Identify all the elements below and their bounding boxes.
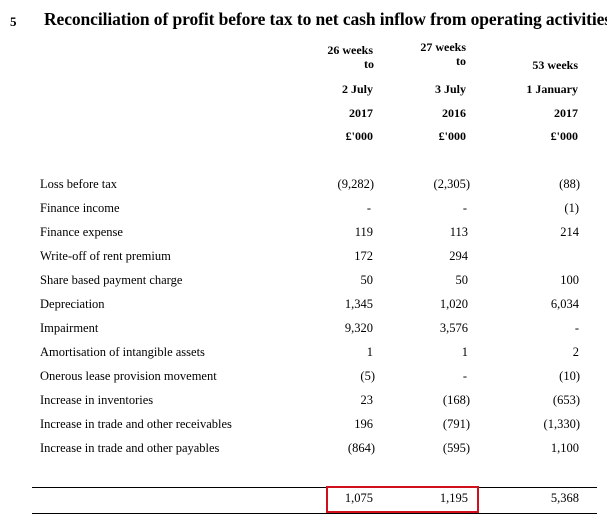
row-value: (9,282) (337, 177, 374, 191)
column-header-period: 53 weeks (532, 58, 578, 72)
total-value: 5,368 (550, 491, 579, 505)
row-value: 1 (366, 345, 373, 359)
highlight-box (326, 486, 479, 513)
row-value: (1) (564, 201, 579, 215)
column-header-period: 27 weeks (420, 40, 466, 54)
column-header-year: 2017 (349, 106, 373, 120)
row-label: Increase in inventories (40, 393, 154, 407)
row-label: Increase in trade and other payables (40, 441, 220, 455)
row-value: (595) (442, 441, 470, 455)
note-title: Reconciliation of profit before tax to n… (44, 9, 607, 29)
row-value: 172 (354, 249, 373, 263)
total-top-rule (32, 487, 597, 488)
row-value: (88) (559, 177, 580, 191)
row-label: Loss before tax (40, 177, 118, 191)
row-value: 1,100 (550, 441, 579, 455)
row-value: (10) (559, 369, 580, 383)
row-value: 50 (455, 273, 469, 287)
row-value: 23 (360, 393, 374, 407)
column-header-period: 26 weeks (327, 43, 373, 57)
row-value: 50 (360, 273, 374, 287)
column-header-period: to (364, 57, 374, 71)
row-value: 214 (560, 225, 579, 239)
row-label: Amortisation of intangible assets (40, 345, 205, 359)
column-header-period: to (456, 54, 466, 68)
column-header-date: 1 January (526, 82, 578, 96)
row-value: (1,330) (543, 417, 580, 431)
row-label: Finance expense (40, 225, 123, 239)
row-value: (791) (442, 417, 470, 431)
row-label: Write-off of rent premium (40, 249, 171, 263)
row-value: 119 (354, 225, 373, 239)
row-label: Onerous lease provision movement (40, 369, 217, 383)
row-label: Increase in trade and other receivables (40, 417, 232, 431)
row-value: - (462, 369, 467, 383)
row-value: 294 (449, 249, 468, 263)
row-value: 9,320 (344, 321, 373, 335)
row-value: - (462, 201, 467, 215)
total-value: 1,075 (344, 491, 373, 505)
row-label: Finance income (40, 201, 120, 215)
row-value: 1 (461, 345, 468, 359)
row-value: 2 (572, 345, 579, 359)
row-value: (5) (360, 369, 375, 383)
row-value: 196 (354, 417, 373, 431)
row-label: Impairment (40, 321, 99, 335)
column-header-unit: £'000 (438, 129, 466, 143)
row-value: - (366, 201, 371, 215)
row-value: 113 (449, 225, 468, 239)
column-header-unit: £'000 (550, 129, 578, 143)
row-value: (864) (347, 441, 375, 455)
column-header-year: 2016 (442, 106, 466, 120)
column-header-year: 2017 (554, 106, 578, 120)
column-header-date: 2 July (341, 82, 373, 96)
row-label: Share based payment charge (40, 273, 183, 287)
row-label: Depreciation (40, 297, 105, 311)
row-value: 1,020 (439, 297, 468, 311)
column-header-date: 3 July (434, 82, 466, 96)
row-value: 1,345 (344, 297, 373, 311)
row-value: (168) (442, 393, 470, 407)
row-value: 100 (560, 273, 579, 287)
column-header-unit: £'000 (345, 129, 373, 143)
row-value: (653) (552, 393, 580, 407)
total-bottom-rule (32, 513, 597, 514)
row-value: 3,576 (439, 321, 468, 335)
row-value: - (574, 321, 579, 335)
row-value: 6,034 (550, 297, 579, 311)
row-value: (2,305) (433, 177, 470, 191)
total-value: 1,195 (439, 491, 468, 505)
note-number: 5 (10, 14, 17, 29)
